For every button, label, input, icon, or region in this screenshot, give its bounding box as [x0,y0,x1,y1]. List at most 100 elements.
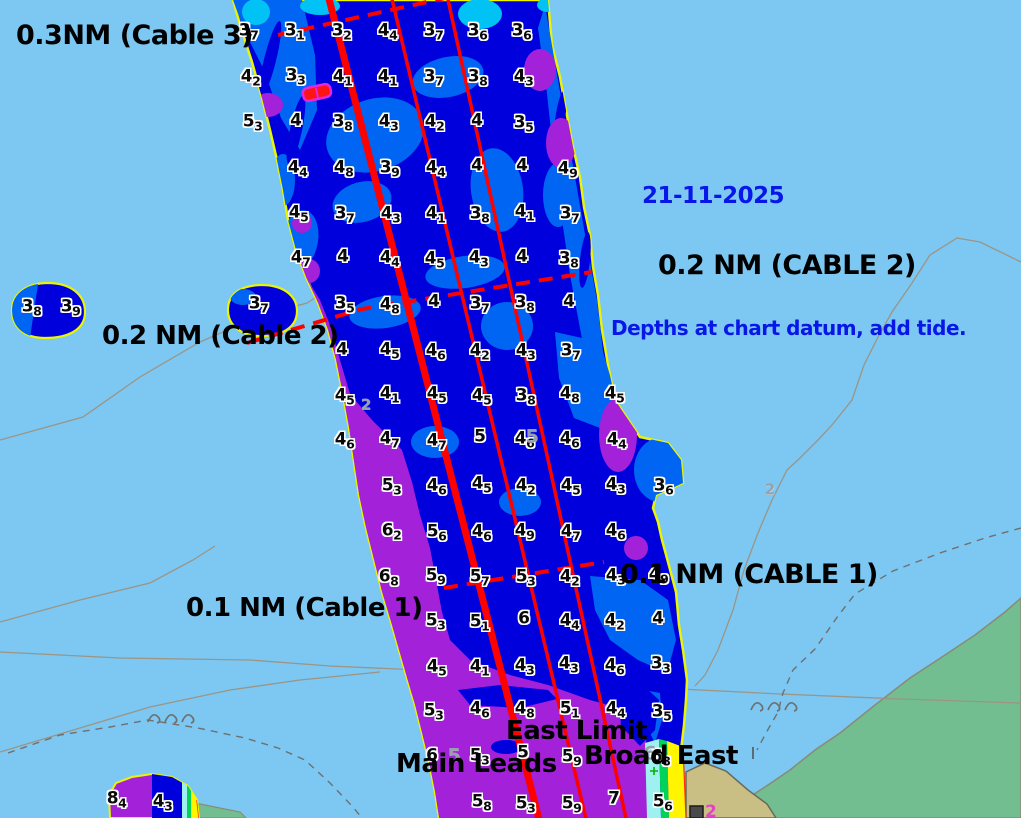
depth-sounding: 47 [426,430,447,453]
depth-sounding: 43 [558,653,579,676]
depth-sounding: 41 [377,66,398,89]
depth-sounding: 35 [334,293,355,316]
depth-sounding: 59 [425,565,446,588]
depth-sounding: 38 [514,292,535,315]
depth-sounding: 46 [334,429,355,452]
green-cross-mark [650,767,658,775]
lead-line-east-2 [446,0,628,818]
depth-sounding: 49 [557,158,578,181]
depth-sounding: 43 [380,203,401,226]
depth-sounding: 68 [378,566,399,589]
depth-sounding: 36 [467,20,488,43]
depth-sounding: 46 [469,698,490,721]
depth-sounding: 7 [608,788,620,809]
cable3-dashed-line [277,0,446,37]
depth-sounding: 46 [604,655,625,678]
depth-sounding: 37 [334,203,355,226]
depth-sounding: 43 [514,655,535,678]
depth-sounding: 58 [471,791,492,814]
depth-sounding: 6 [518,608,530,629]
depth-sounding: 53 [381,475,402,498]
label-cable1-right: 0.1 NM (CABLE 1) [620,559,878,590]
depth-sounding: 36 [511,20,532,43]
label-date: 21-11-2025 [642,183,785,209]
depth-sounding: 37 [238,20,259,43]
depth-sounding: 42 [559,566,580,589]
lead-lines [325,0,628,818]
depth-sounding: 38 [21,296,42,319]
depth-sounding: 45 [424,248,445,271]
depth-sounding: 48 [333,157,354,180]
depth-sounding: 47 [560,521,581,544]
depth-sounding: 5 [517,742,529,763]
depth-sounding: 32 [331,20,352,43]
depth-sounding: 41 [469,656,490,679]
depth-sounding: 46 [426,475,447,498]
obstruction-symbol [301,82,333,103]
depth-sounding: 53 [515,566,536,589]
depth-sounding: 48 [379,294,400,317]
depth-sounding: 49 [648,564,669,587]
depth-sounding: 53 [515,793,536,816]
depth-sounding: 4 [471,110,483,131]
depth-sounding: 45 [334,385,355,408]
depth-sounding: 45 [379,339,400,362]
label-cable1-left: 0.1 NM (Cable 1) [186,593,423,623]
depth-sounding: 59 [561,746,582,769]
depth-sounding: 68 [650,746,671,769]
depth-sounding: 37 [559,203,580,226]
depth-sounding: 37 [469,293,490,316]
label-east-limit: East Limit [506,716,648,746]
shoal-gradient-bands [645,739,687,818]
depth-sounding: 42 [515,475,536,498]
depth-sounding: 43 [468,247,489,270]
marsh-wave-symbol [147,701,798,724]
contour-value-label: 5 [525,425,539,448]
depth-sounding: 48 [559,383,580,406]
contour-value-label: 5 [447,744,461,767]
depth-sounding: 46 [425,340,446,363]
depth-sounding: 38 [558,248,579,271]
depth-sounding: 42 [469,340,490,363]
depth-sounding: 4 [471,155,483,176]
depth-sounding: 35 [651,701,672,724]
depth-sounding: 39 [379,157,400,180]
depth-sounding: 62 [381,520,402,543]
depth-sounding: 41 [332,66,353,89]
depth-sounding: 59 [561,793,582,816]
cable-distance-lines [246,0,605,590]
depth-sounding: 45 [471,473,492,496]
contour-value-label: 6 [643,742,657,765]
depth-sounding: 4 [516,155,528,176]
depth-sounding: 4 [563,291,575,312]
building-icon [689,805,704,818]
depth-sounding: 53 [469,745,490,768]
depth-sounding: 4 [290,110,302,131]
depth-sounding: 43 [378,111,399,134]
depth-sounding: 45 [288,202,309,225]
contour-value-label: 2 [764,480,776,499]
depth-sounding: 44 [606,429,627,452]
contour-value-label: 2 [360,395,372,414]
depth-sounding: 46 [605,520,626,543]
depth-sounding: 53 [425,610,446,633]
depth-sounding: 33 [285,65,306,88]
depth-sounding: 37 [423,66,444,89]
depth-sounding: 44 [377,20,398,43]
depth-sounding: 45 [560,475,581,498]
depth-sounding: 43 [605,474,626,497]
depth-sounding: 41 [379,383,400,406]
depth-sounding: 45 [471,385,492,408]
deep-water-blob-center [226,283,299,338]
depth-sounding: 51 [469,611,490,634]
depth-sounding: 35 [513,112,534,135]
depth-sounding: 4 [336,339,348,360]
depth-sounding: 42 [240,66,261,89]
label-cable2-left: 0.2 NM (Cable 2) [102,321,339,351]
depth-sounding: 44 [287,157,308,180]
depth-sounding: 37 [248,293,269,316]
depth-sounding: 47 [290,247,311,270]
depth-sounding: 56 [426,521,447,544]
depth-sounding: 46 [514,428,535,451]
